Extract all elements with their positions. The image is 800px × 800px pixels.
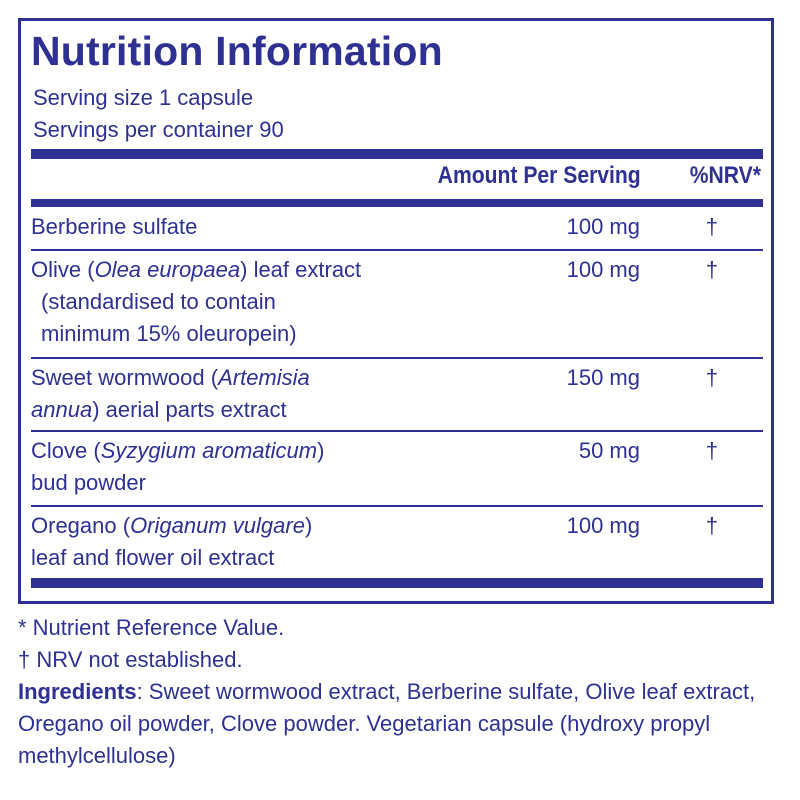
ingredient-nrv: †	[705, 257, 718, 282]
ingredient-nrv: †	[705, 214, 718, 239]
header-top-bar	[31, 149, 763, 159]
nrv-not-established-footnote: † NRV not established.	[18, 647, 243, 672]
ingredient-name: Berberine sulfate	[31, 214, 198, 239]
ingredient-amount: 100 mg	[566, 214, 640, 239]
ingredient-amount: 50 mg	[578, 438, 640, 463]
nutrition-panel: Nutrition Information Serving size 1 cap…	[18, 18, 774, 604]
ingredient-name: Clove (Syzygium aromaticum) bud powder	[31, 438, 325, 495]
ingredient-name: Oregano (Origanum vulgare) leaf and flow…	[31, 513, 313, 570]
ingredient-name: Sweet wormwood (Artemisia annua) aerial …	[31, 365, 310, 422]
ingredient-nrv: †	[705, 365, 718, 390]
ingredient-nrv: †	[705, 438, 718, 463]
ingredient-amount: 100 mg	[566, 257, 640, 282]
row-divider	[31, 357, 763, 359]
ingredient-name: Olive (Olea europaea) leaf extract (stan…	[31, 257, 362, 346]
nrv-footnote: * Nutrient Reference Value.	[18, 615, 285, 640]
table-bottom-bar	[31, 578, 763, 588]
header-bottom-bar	[31, 199, 763, 207]
ingredient-amount: 100 mg	[566, 513, 640, 538]
ingredients-label: Ingredients	[18, 679, 137, 704]
row-divider	[31, 249, 763, 251]
ingredients-list: : Sweet wormwood extract, Berberine sulf…	[18, 679, 756, 768]
servings-per-container: Servings per container 90	[33, 117, 284, 142]
panel-title: Nutrition Information	[31, 28, 443, 74]
row-divider	[31, 430, 763, 432]
nrv-header: %NRV*	[689, 162, 761, 189]
ingredient-amount: 150 mg	[566, 365, 640, 390]
ingredient-nrv: †	[705, 513, 718, 538]
row-divider	[31, 505, 763, 507]
serving-size: Serving size 1 capsule	[33, 85, 254, 110]
ingredients-statement: Ingredients: Sweet wormwood extract, Ber…	[18, 676, 778, 772]
amount-per-serving-header: Amount Per Serving	[437, 162, 641, 189]
